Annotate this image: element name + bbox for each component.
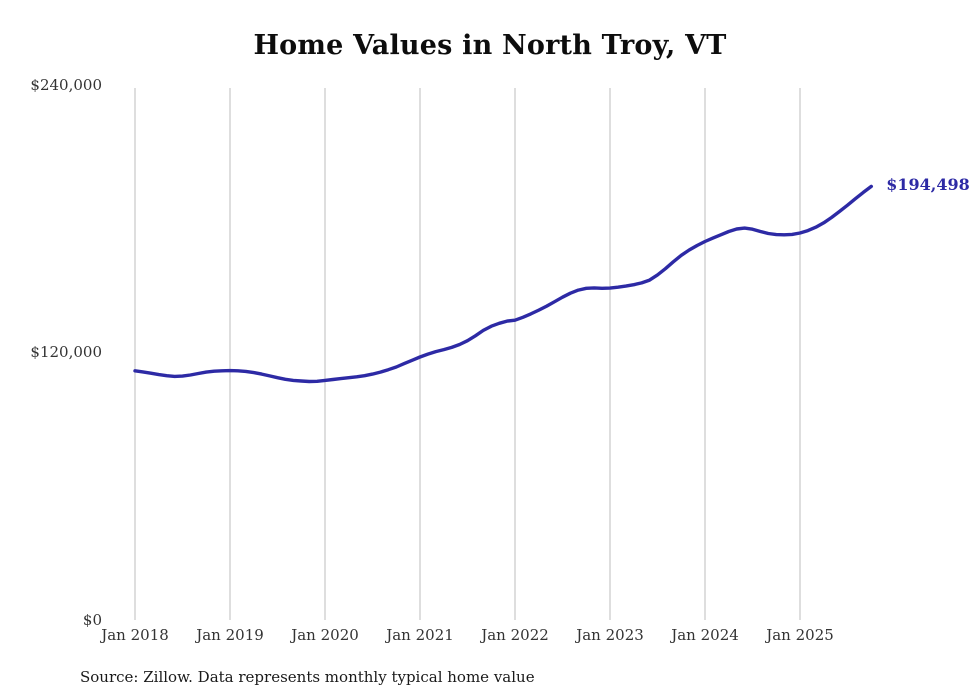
y-tick-0: $0 [82, 611, 102, 629]
x-tick-jan-2025: Jan 2025 [766, 626, 834, 644]
x-tick-jan-2019: Jan 2019 [196, 626, 264, 644]
x-tick-jan-2024: Jan 2024 [671, 626, 739, 644]
y-tick-240000: $240,000 [30, 76, 102, 94]
x-tick-jan-2018: Jan 2018 [101, 626, 169, 644]
home-value-line [133, 184, 873, 384]
chart-title: Home Values in North Troy, VT [253, 30, 727, 61]
end-value-label: $194,498 [886, 175, 970, 195]
source-note: Source: Zillow. Data represents monthly … [80, 668, 535, 686]
x-tick-jan-2023: Jan 2023 [576, 626, 644, 644]
x-tick-jan-2022: Jan 2022 [481, 626, 549, 644]
x-tick-jan-2021: Jan 2021 [386, 626, 454, 644]
y-tick-120000: $120,000 [30, 343, 102, 361]
x-tick-jan-2020: Jan 2020 [291, 626, 359, 644]
